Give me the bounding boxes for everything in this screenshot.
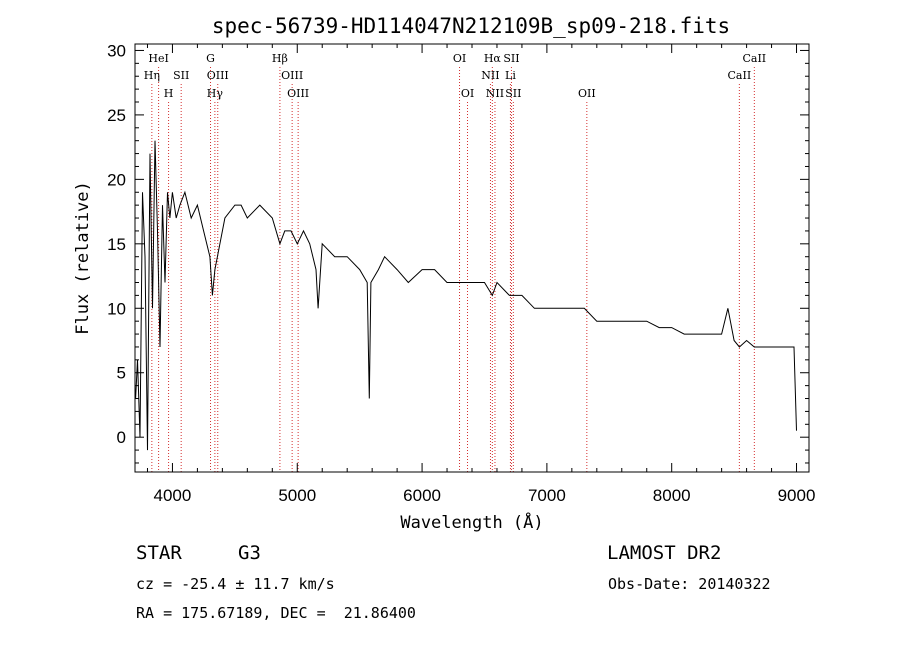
- y-tick-label: 15: [107, 235, 126, 254]
- marker-label: SII: [505, 87, 521, 100]
- y-tick-label: 10: [107, 299, 126, 318]
- x-tick-label: 9000: [778, 486, 816, 505]
- survey-name: LAMOST DR2: [607, 542, 722, 564]
- marker-label: Li: [505, 69, 516, 82]
- x-axis: 4000 5000 6000 7000 8000 9000: [146, 44, 816, 505]
- x-tick-label: 8000: [653, 486, 691, 505]
- x-axis-label: Wavelength (Å): [400, 511, 543, 533]
- marker-label: HeI: [148, 52, 168, 65]
- marker-label: NII: [481, 69, 499, 82]
- marker-label: H: [164, 87, 174, 100]
- object-type: STAR: [136, 542, 182, 564]
- spectral-subclass: G3: [238, 542, 261, 564]
- marker-label: Hη: [144, 69, 160, 82]
- spectrum-line: [135, 140, 797, 451]
- marker-label: Hα: [484, 52, 502, 65]
- coordinates-text: RA = 175.67189, DEC = 21.86400: [136, 604, 416, 622]
- chart-title: spec-56739-HD114047N212109B_sp09-218.fit…: [212, 14, 730, 38]
- y-tick-label: 5: [117, 364, 126, 383]
- x-tick-label: 6000: [403, 486, 441, 505]
- marker-label: CaII: [742, 52, 766, 65]
- y-tick-label: 20: [107, 170, 126, 189]
- marker-label: SII: [173, 69, 189, 82]
- marker-label: OII: [578, 87, 596, 100]
- line-marker-lines: [151, 67, 755, 472]
- marker-label: CaII: [728, 69, 752, 82]
- y-tick-label: 30: [107, 41, 126, 60]
- marker-label: SII: [503, 52, 519, 65]
- y-axis-label: Flux (relative): [73, 181, 93, 335]
- x-tick-label: 5000: [278, 486, 316, 505]
- marker-label: G: [206, 52, 215, 65]
- y-tick-label: 25: [107, 106, 126, 125]
- marker-label: OIII: [287, 87, 309, 100]
- marker-label: NII: [486, 87, 504, 100]
- x-tick-label: 4000: [154, 486, 192, 505]
- y-axis: 0 5 10 15 20 25 30: [107, 41, 809, 464]
- marker-label: OIII: [281, 69, 303, 82]
- marker-label: OIII: [207, 69, 229, 82]
- marker-label: Hβ: [272, 52, 288, 65]
- plot-frame: [134, 43, 810, 473]
- x-tick-label: 7000: [528, 486, 566, 505]
- marker-label: OI: [453, 52, 466, 65]
- observation-date: Obs-Date: 20140322: [608, 575, 771, 593]
- redshift-text: cz = -25.4 ± 11.7 km/s: [136, 575, 335, 593]
- marker-label: OI: [461, 87, 474, 100]
- y-tick-label: 0: [117, 428, 126, 447]
- marker-label: Hγ: [207, 87, 224, 100]
